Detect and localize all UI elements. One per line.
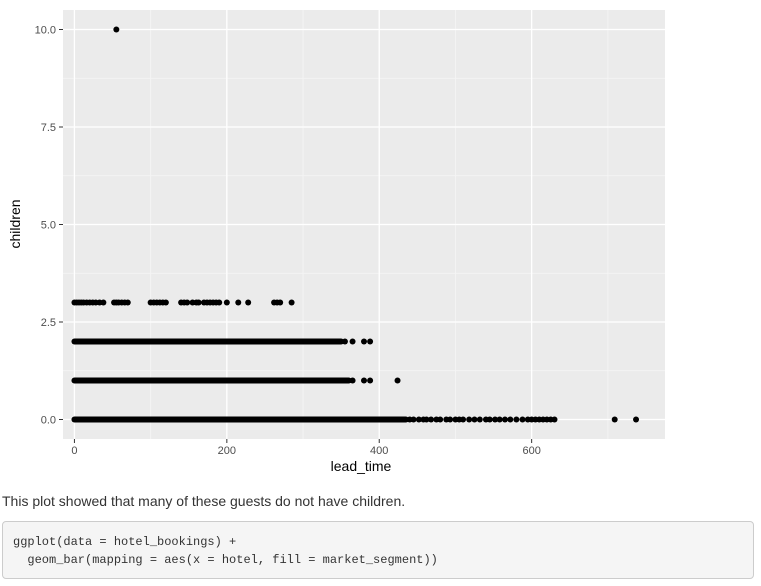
data-point xyxy=(245,299,252,306)
y-tick-label: 7.5 xyxy=(41,122,56,134)
y-tick-label: 2.5 xyxy=(41,317,56,329)
data-point xyxy=(492,416,499,423)
data-point xyxy=(513,416,520,423)
data-point-cluster xyxy=(71,377,352,384)
x-axis-ticks: 0 200 400 600 xyxy=(71,439,541,457)
code-line: ggplot(data = hotel_bookings) + xyxy=(13,535,237,549)
x-tick-label: 0 xyxy=(71,445,77,457)
y-axis-title: children xyxy=(7,199,23,248)
data-point xyxy=(361,377,367,384)
data-point xyxy=(519,416,526,423)
data-point xyxy=(611,416,618,423)
data-point xyxy=(184,299,191,306)
data-point xyxy=(447,416,454,423)
data-point xyxy=(223,299,230,306)
data-point xyxy=(476,416,483,423)
data-point xyxy=(486,416,493,423)
data-point xyxy=(437,416,444,423)
data-point xyxy=(288,299,295,306)
data-point xyxy=(394,377,401,384)
y-tick-label: 0.0 xyxy=(41,415,56,427)
data-point xyxy=(100,299,107,306)
data-point xyxy=(460,416,467,423)
data-point xyxy=(113,26,120,33)
data-point xyxy=(507,416,514,423)
scatter-plot: 0 200 400 600 0.0 2.5 5.0 7.5 10.0 lead_time ch… xyxy=(7,10,665,474)
data-point-cluster xyxy=(71,416,409,423)
y-axis-ticks: 0.0 2.5 5.0 7.5 10.0 xyxy=(35,25,63,427)
data-point xyxy=(367,338,374,345)
data-point xyxy=(367,377,374,384)
major-gridlines xyxy=(63,10,665,439)
plot-caption: This plot showed that many of these gues… xyxy=(2,493,406,509)
data-point xyxy=(415,416,422,423)
data-point xyxy=(496,416,503,423)
data-point xyxy=(216,299,223,306)
x-axis-title: lead_time xyxy=(331,458,392,474)
code-line: geom_bar(mapping = aes(x = hotel, fill =… xyxy=(13,553,438,567)
data-point-cluster xyxy=(71,338,345,345)
x-tick-label: 600 xyxy=(522,445,540,457)
data-point xyxy=(349,338,356,345)
data-point xyxy=(423,416,430,423)
code-block: ggplot(data = hotel_bookings) + geom_bar… xyxy=(2,521,754,579)
data-point xyxy=(428,416,435,423)
y-tick-label: 10.0 xyxy=(35,25,56,37)
data-point xyxy=(501,416,508,423)
data-point xyxy=(466,416,473,423)
data-point xyxy=(551,416,558,423)
data-points xyxy=(71,26,640,423)
data-point xyxy=(471,416,478,423)
data-point xyxy=(361,338,367,345)
data-point xyxy=(277,299,284,306)
x-tick-label: 200 xyxy=(218,445,236,457)
y-tick-label: 5.0 xyxy=(41,220,56,232)
data-point xyxy=(162,299,169,306)
data-point xyxy=(633,416,640,423)
x-tick-label: 400 xyxy=(370,445,388,457)
data-point xyxy=(195,299,202,306)
plot-svg: 0 200 400 600 0.0 2.5 5.0 7.5 10.0 lead_time ch… xyxy=(7,10,665,474)
data-point xyxy=(410,416,417,423)
data-point xyxy=(349,377,356,384)
data-point xyxy=(341,338,348,345)
data-point xyxy=(124,299,131,306)
data-point xyxy=(235,299,242,306)
